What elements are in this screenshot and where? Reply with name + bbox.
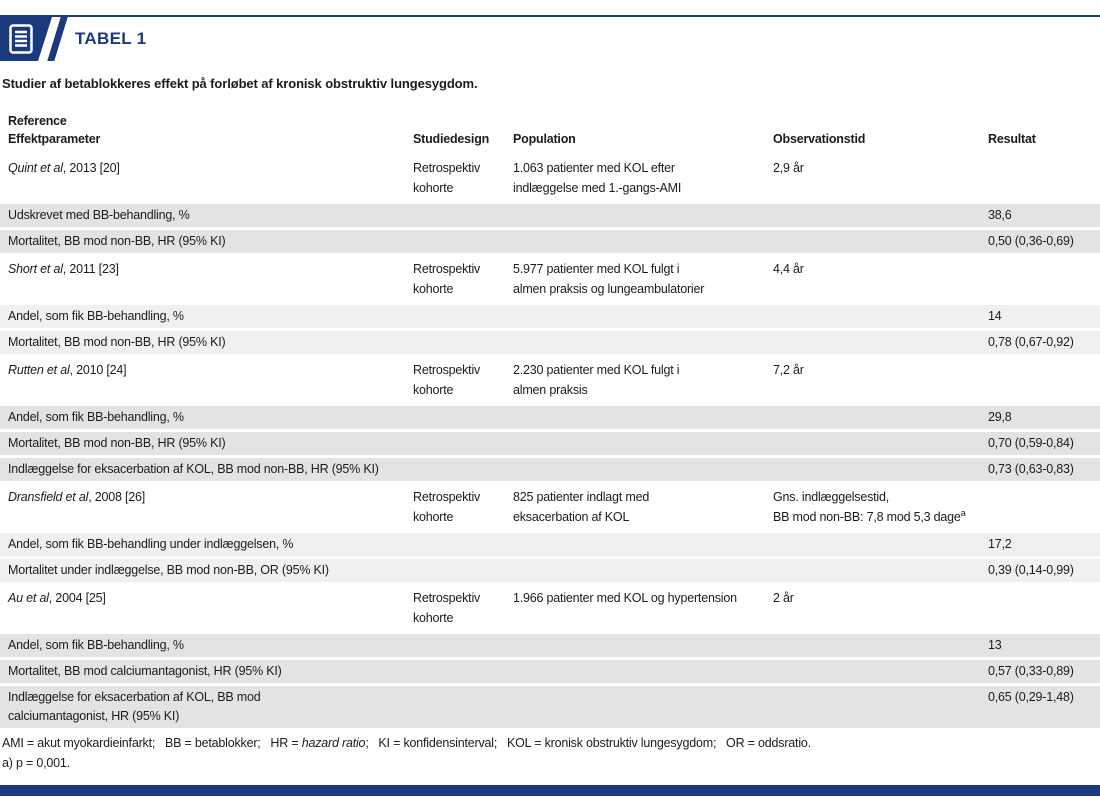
effect-label-cell: Andel, som fik BB-behandling, % <box>8 410 184 424</box>
studiedesign-cell: Retrospektiv kohorte <box>413 490 481 524</box>
reference-cell: Rutten et al, 2010 [24] <box>8 363 127 377</box>
studiedesign-header: Studiedesign <box>413 132 490 146</box>
reference-cell: Quint et al, 2013 [20] <box>8 161 120 175</box>
table-row-effect: Mortalitet, BB mod non-BB, HR (95% KI) 0,… <box>0 331 1100 354</box>
population-cell: 5.977 patienter med KOL fulgt i almen pr… <box>513 262 705 296</box>
effect-label-cell: Mortalitet, BB mod non-BB, HR (95% KI) <box>8 234 226 248</box>
table-row-effect: Andel, som fik BB-behandling, % 29,8 <box>0 406 1100 429</box>
effect-label-cell: Indlæggelse for eksacerbation af KOL, BB… <box>8 690 261 723</box>
table-body: Quint et al, 2013 [20] Retrospektiv kohor… <box>0 155 1100 728</box>
table-row-study: Dransfield et al, 2008 [26] Retrospektiv … <box>0 484 1100 530</box>
abbrev-segment: ; KI = konfidensinterval; KOL = kronisk … <box>365 736 811 750</box>
observationstid-cell: Gns. indlæggelsestid, BB mod non-BB: 7,8… <box>773 490 966 524</box>
effect-label-cell: Andel, som fik BB-behandling, % <box>8 638 184 652</box>
table-row-study: Quint et al, 2013 [20] Retrospektiv kohor… <box>0 155 1100 201</box>
effect-label-cell: Mortalitet under indlæggelse, BB mod non… <box>8 563 329 577</box>
table-subtitle: Studier af betablokkeres effekt på forlø… <box>2 76 478 91</box>
study-authors: Au et al <box>8 591 49 605</box>
table-row-effect: Indlæggelse for eksacerbation af KOL, BB… <box>0 686 1100 728</box>
abbreviation-note: AMI = akut myokardieinfarkt; BB = betabl… <box>0 733 1100 753</box>
resultat-cell: 13 <box>988 638 1002 652</box>
reference-cell: Short et al, 2011 [23] <box>8 262 119 276</box>
resultat-cell <box>988 256 1100 302</box>
table-row-effect: Udskrevet med BB-behandling, % 38,6 <box>0 204 1100 227</box>
table-row-effect: Andel, som fik BB-behandling, % 14 <box>0 305 1100 328</box>
study-authors: Dransfield et al <box>8 490 89 504</box>
table-row-effect: Andel, som fik BB-behandling, % 13 <box>0 634 1100 657</box>
resultat-cell: 0,70 (0,59-0,84) <box>988 436 1074 450</box>
population-header: Population <box>513 132 576 146</box>
resultat-cell: 0,50 (0,36-0,69) <box>988 234 1074 248</box>
table-row-effect: Mortalitet, BB mod non-BB, HR (95% KI) 0,… <box>0 230 1100 253</box>
studiedesign-cell: Retrospektiv kohorte <box>413 161 481 195</box>
study-authors: Rutten et al <box>8 363 70 377</box>
studiedesign-cell: Retrospektiv kohorte <box>413 591 481 625</box>
effect-label-cell: Andel, som fik BB-behandling under indlæ… <box>8 537 294 551</box>
resultat-cell: 0,39 (0,14-0,99) <box>988 563 1074 577</box>
study-authors: Short et al <box>8 262 63 276</box>
population-cell: 1.063 patienter med KOL efter indlæggels… <box>513 161 682 195</box>
resultat-cell <box>988 585 1100 631</box>
observationstid-cell: 2 år <box>773 591 794 605</box>
resultat-cell <box>988 357 1100 403</box>
population-cell: 2.230 patienter med KOL fulgt i almen pr… <box>513 363 680 397</box>
effect-label-cell: Indlæggelse for eksacerbation af KOL, BB… <box>8 462 379 476</box>
table-row-study: Au et al, 2004 [25] Retrospektiv kohorte 1… <box>0 585 1100 631</box>
effektparameter-header: Effektparameter <box>8 132 101 146</box>
study-authors: Quint et al <box>8 161 63 175</box>
resultat-header: Resultat <box>988 132 1036 146</box>
table-row-effect: Mortalitet under indlæggelse, BB mod non… <box>0 559 1100 582</box>
resultat-cell: 0,78 (0,67-0,92) <box>988 335 1074 349</box>
resultat-cell <box>988 484 1100 530</box>
studiedesign-cell: Retrospektiv kohorte <box>413 363 481 397</box>
note-a: a) p = 0,001. <box>2 756 70 770</box>
population-cell: 825 patienter indlagt med eksacerbation … <box>513 490 650 524</box>
resultat-cell <box>988 155 1100 201</box>
reference-header: Reference <box>8 114 67 128</box>
column-header-row: Reference Effektparameter Studiedesign P… <box>0 112 1100 155</box>
population-cell: 1.966 patienter med KOL og hypertension <box>513 591 737 605</box>
table-header-band: TABEL 1 <box>0 17 1100 61</box>
observationstid-header: Observationstid <box>773 132 866 146</box>
resultat-cell: 0,57 (0,33-0,89) <box>988 664 1074 678</box>
page-title: TABEL 1 <box>75 29 147 48</box>
abbrev-italic-segment: hazard ratio <box>301 736 366 750</box>
abbrev-segment: AMI = akut myokardieinfarkt; BB = betabl… <box>2 736 302 750</box>
table-row-effect: Mortalitet, BB mod non-BB, HR (95% KI) 0,… <box>0 432 1100 455</box>
table-row-effect: Indlæggelse for eksacerbation af KOL, BB… <box>0 458 1100 481</box>
resultat-cell: 29,8 <box>988 410 1012 424</box>
badge-accent-stripe <box>47 17 68 61</box>
top-rule <box>0 15 1100 17</box>
table-row-study: Rutten et al, 2010 [24] Retrospektiv koho… <box>0 357 1100 403</box>
resultat-cell: 0,73 (0,63-0,83) <box>988 462 1074 476</box>
document-page: { "colors": { "navy": "#1b3a7e", "row-da… <box>0 15 1100 801</box>
table-row-effect: Andel, som fik BB-behandling under indlæ… <box>0 533 1100 556</box>
footnote-marker: a <box>960 507 966 518</box>
effect-label-cell: Mortalitet, BB mod non-BB, HR (95% KI) <box>8 436 226 450</box>
resultat-cell: 14 <box>988 309 1002 323</box>
resultat-cell: 17,2 <box>988 537 1012 551</box>
effect-label-cell: Andel, som fik BB-behandling, % <box>8 309 184 323</box>
effect-label-cell: Udskrevet med BB-behandling, % <box>8 208 190 222</box>
table-row-study: Short et al, 2011 [23] Retrospektiv kohor… <box>0 256 1100 302</box>
reference-effektparameter-header: Reference Effektparameter <box>0 112 413 148</box>
bottom-rule <box>0 785 1100 796</box>
observationstid-cell: 2,9 år <box>773 161 804 175</box>
table-badge <box>0 17 52 61</box>
resultat-cell: 0,65 (0,29-1,48) <box>988 690 1074 704</box>
document-icon <box>0 24 33 54</box>
effect-label-cell: Mortalitet, BB mod non-BB, HR (95% KI) <box>8 335 226 349</box>
reference-cell: Dransfield et al, 2008 [26] <box>8 490 146 504</box>
observationstid-cell: 4,4 år <box>773 262 804 276</box>
table-row-effect: Mortalitet, BB mod calciumantagonist, HR… <box>0 660 1100 683</box>
reference-cell: Au et al, 2004 [25] <box>8 591 106 605</box>
observationstid-cell: 7,2 år <box>773 363 804 377</box>
resultat-cell: 38,6 <box>988 208 1012 222</box>
effect-label-cell: Mortalitet, BB mod calciumantagonist, HR… <box>8 664 282 678</box>
studiedesign-cell: Retrospektiv kohorte <box>413 262 481 296</box>
